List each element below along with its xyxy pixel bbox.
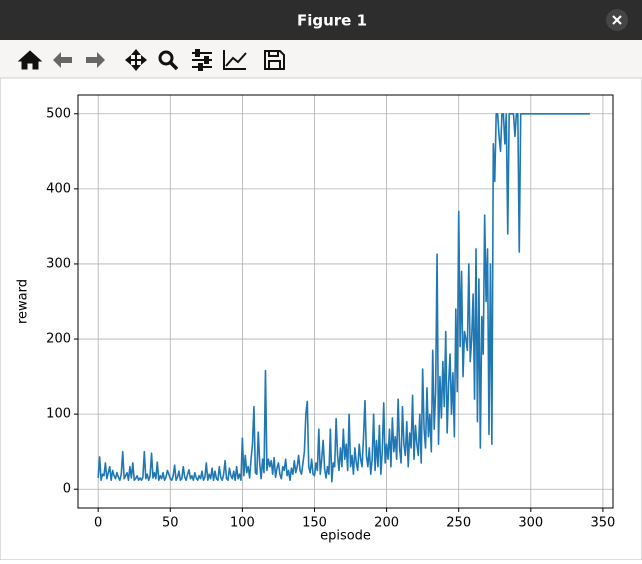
x-tick-label: 350	[590, 516, 615, 531]
y-tick-label: 400	[46, 181, 71, 196]
y-axis-label: reward	[16, 279, 31, 324]
x-tick-label: 300	[518, 516, 543, 531]
toolbar-icons	[17, 49, 285, 71]
x-tick-label: 250	[446, 516, 471, 531]
y-tick-label: 100	[46, 407, 71, 422]
toolbar	[0, 40, 642, 78]
y-tick-label: 500	[46, 106, 71, 121]
x-tick-label: 100	[230, 516, 255, 531]
y-tick-label: 200	[46, 332, 71, 347]
x-tick-label: 0	[94, 516, 102, 531]
close-button[interactable]	[606, 9, 628, 31]
axes-frame	[77, 94, 614, 509]
window-title: Figure 1	[297, 12, 367, 30]
edit-axis-button[interactable]	[223, 50, 247, 70]
x-tick-label: 50	[162, 516, 179, 531]
y-tick-label: 300	[46, 256, 71, 271]
x-tick-label: 200	[374, 516, 399, 531]
zoom-button[interactable]	[158, 50, 179, 71]
title-bar	[0, 0, 642, 40]
x-tick-label: 150	[302, 516, 327, 531]
pan-button[interactable]	[125, 49, 147, 71]
y-tick-label: 0	[63, 482, 71, 497]
x-axis-label: episode	[320, 529, 371, 544]
configure-button[interactable]	[192, 49, 212, 71]
data-line	[97, 112, 590, 483]
home-button[interactable]	[17, 50, 43, 70]
axes-background	[78, 95, 613, 508]
forward-button[interactable]	[86, 52, 105, 68]
plot: 0 50 100 150 200 250 300 350 0 100 200 300 400 500 epi…	[16, 94, 615, 544]
save-button[interactable]	[264, 50, 285, 70]
back-button[interactable]	[53, 52, 72, 68]
